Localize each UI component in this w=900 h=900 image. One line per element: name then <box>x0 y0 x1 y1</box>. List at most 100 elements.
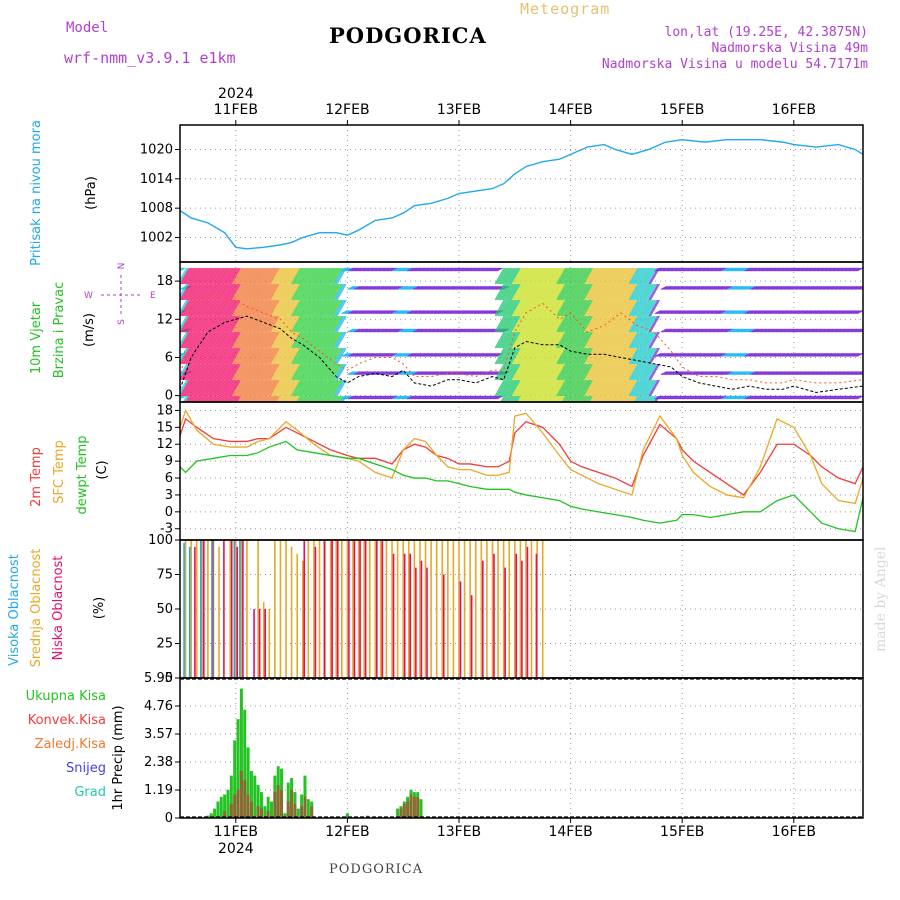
convective-precip-bar <box>280 789 284 818</box>
convective-precip-bar <box>303 796 307 818</box>
legend-graupel: Grad <box>74 785 106 800</box>
dewpoint-line <box>179 440 864 533</box>
convective-precip-bar <box>412 796 416 818</box>
y-tick-label: 6 <box>165 471 173 486</box>
total-precip-bar <box>270 801 274 818</box>
total-precip-bar <box>419 799 423 818</box>
page-title: PODGORICA <box>329 23 487 48</box>
total-precip-bar <box>236 719 240 818</box>
model-name: wrf-nmm_v3.9.1 e1km <box>64 49 236 67</box>
convective-precip-bar <box>406 801 410 818</box>
total-precip-bar <box>263 806 267 818</box>
total-precip-bar <box>223 794 227 818</box>
y-tick-label: 1014 <box>140 172 173 187</box>
x-tick-label-bottom: 15FEB <box>660 824 704 840</box>
station-coordinates: lon,lat (19.25E, 42.3875N) <box>664 25 869 40</box>
cloud-unit: (%) <box>92 597 107 620</box>
y-tick-label: 18 <box>156 403 173 418</box>
total-precip-bar <box>283 813 287 818</box>
total-precip-bar <box>259 792 263 818</box>
x-tick-label-top: 14FEB <box>548 102 592 118</box>
y-tick-label: 50 <box>156 602 173 617</box>
convective-precip-bar <box>259 808 263 818</box>
footer-station: PODGORICA <box>329 862 424 877</box>
y-tick-label: 18 <box>156 274 173 289</box>
total-precip-bar <box>246 747 250 818</box>
panel-frame-precip <box>179 677 864 819</box>
y-tick-label: 9 <box>165 454 173 469</box>
y-tick-label: 1.19 <box>144 783 173 798</box>
y-tick-label: 2.38 <box>144 755 173 770</box>
total-precip-bar <box>243 709 247 818</box>
convective-precip-bar <box>236 789 240 818</box>
y-tick-label: 1008 <box>140 201 173 216</box>
convective-precip-bar <box>409 794 413 818</box>
y-tick-label: 100 <box>148 533 173 548</box>
station-altitude: Nadmorska Visina 49m <box>711 41 868 56</box>
convective-precip-bar <box>239 770 243 818</box>
y-tick-label: 1002 <box>140 231 173 246</box>
wind-direction-field <box>180 267 863 402</box>
temp-2m-line <box>179 417 864 496</box>
temp-unit: (C) <box>95 460 110 479</box>
wind-axis-label: 10m Vjetar <box>29 301 44 374</box>
year-label-bottom: 2024 <box>218 841 254 857</box>
convective-precip-bar <box>290 789 294 818</box>
high-cloud-axis-label: Visoka Oblacnost <box>7 554 22 666</box>
convective-precip-bar <box>229 803 233 818</box>
y-tick-label: 0 <box>165 811 173 826</box>
y-tick-label: 0 <box>165 671 173 686</box>
x-tick-label-bottom: 13FEB <box>437 824 481 840</box>
y-tick-label: 4.76 <box>144 699 173 714</box>
pressure-unit: (hPa) <box>84 176 99 210</box>
panel-frame-pressure <box>179 124 864 263</box>
total-precip-bar <box>209 813 213 818</box>
x-tick-label-bottom: 11FEB <box>214 824 258 840</box>
convective-precip-bar <box>402 803 406 818</box>
y-tick-label: 1020 <box>140 142 173 157</box>
y-tick-label: 6 <box>165 350 173 365</box>
total-precip-bar <box>266 796 270 818</box>
convective-precip-bar <box>300 806 304 818</box>
convective-precip-bar <box>310 806 314 818</box>
model-altitude: Nadmorska Visina u modelu 54.7171m <box>601 57 868 72</box>
compass-north: N <box>117 263 127 270</box>
low-cloud-axis-label: Niska Oblacnost <box>51 556 66 661</box>
x-tick-label-top: 11FEB <box>214 102 258 118</box>
convective-precip-bar <box>249 801 253 818</box>
year-label-top: 2024 <box>218 86 254 102</box>
convective-precip-bar <box>223 810 227 818</box>
x-tick-label-bottom: 12FEB <box>325 824 369 840</box>
compass-west: W <box>84 291 93 301</box>
compass-east: E <box>150 291 156 301</box>
legend-snow: Snijeg <box>66 761 106 776</box>
convective-precip-bar <box>273 792 277 818</box>
wind-axis-sublabel: Brzina i Pravac <box>52 282 67 379</box>
y-tick-label: 0 <box>165 505 173 520</box>
total-precip-bar <box>226 789 230 818</box>
convective-precip-bar <box>293 803 297 818</box>
convective-precip-bar <box>276 785 280 818</box>
precip-axis-label: 1hr Precip (mm) <box>111 705 126 810</box>
convective-precip-bar <box>233 794 237 818</box>
x-tick-label-top: 15FEB <box>660 102 704 118</box>
convective-precip-bar <box>246 794 250 818</box>
y-tick-label: 12 <box>156 312 173 327</box>
legend-frozen-precip: Zaledj.Kisa <box>35 737 106 752</box>
convective-precip-bar <box>243 780 247 818</box>
y-tick-label: 12 <box>156 437 173 452</box>
total-precip-bar <box>229 775 233 818</box>
convective-precip-bar <box>256 806 260 818</box>
meteogram-label: Meteogram <box>520 0 611 18</box>
pressure-line <box>179 138 864 250</box>
y-tick-label: 75 <box>156 568 173 583</box>
y-tick-label: 5.95 <box>144 671 173 686</box>
total-precip-bar <box>219 796 223 818</box>
sfc-temp-axis-label: SFC Temp <box>52 440 67 504</box>
y-tick-label: 15 <box>156 420 173 435</box>
legend-convective-precip: Konvek.Kisa <box>28 713 106 728</box>
y-tick-label: 3.57 <box>144 727 173 742</box>
y-tick-label: -3 <box>160 522 173 537</box>
total-precip-bar <box>296 808 300 818</box>
